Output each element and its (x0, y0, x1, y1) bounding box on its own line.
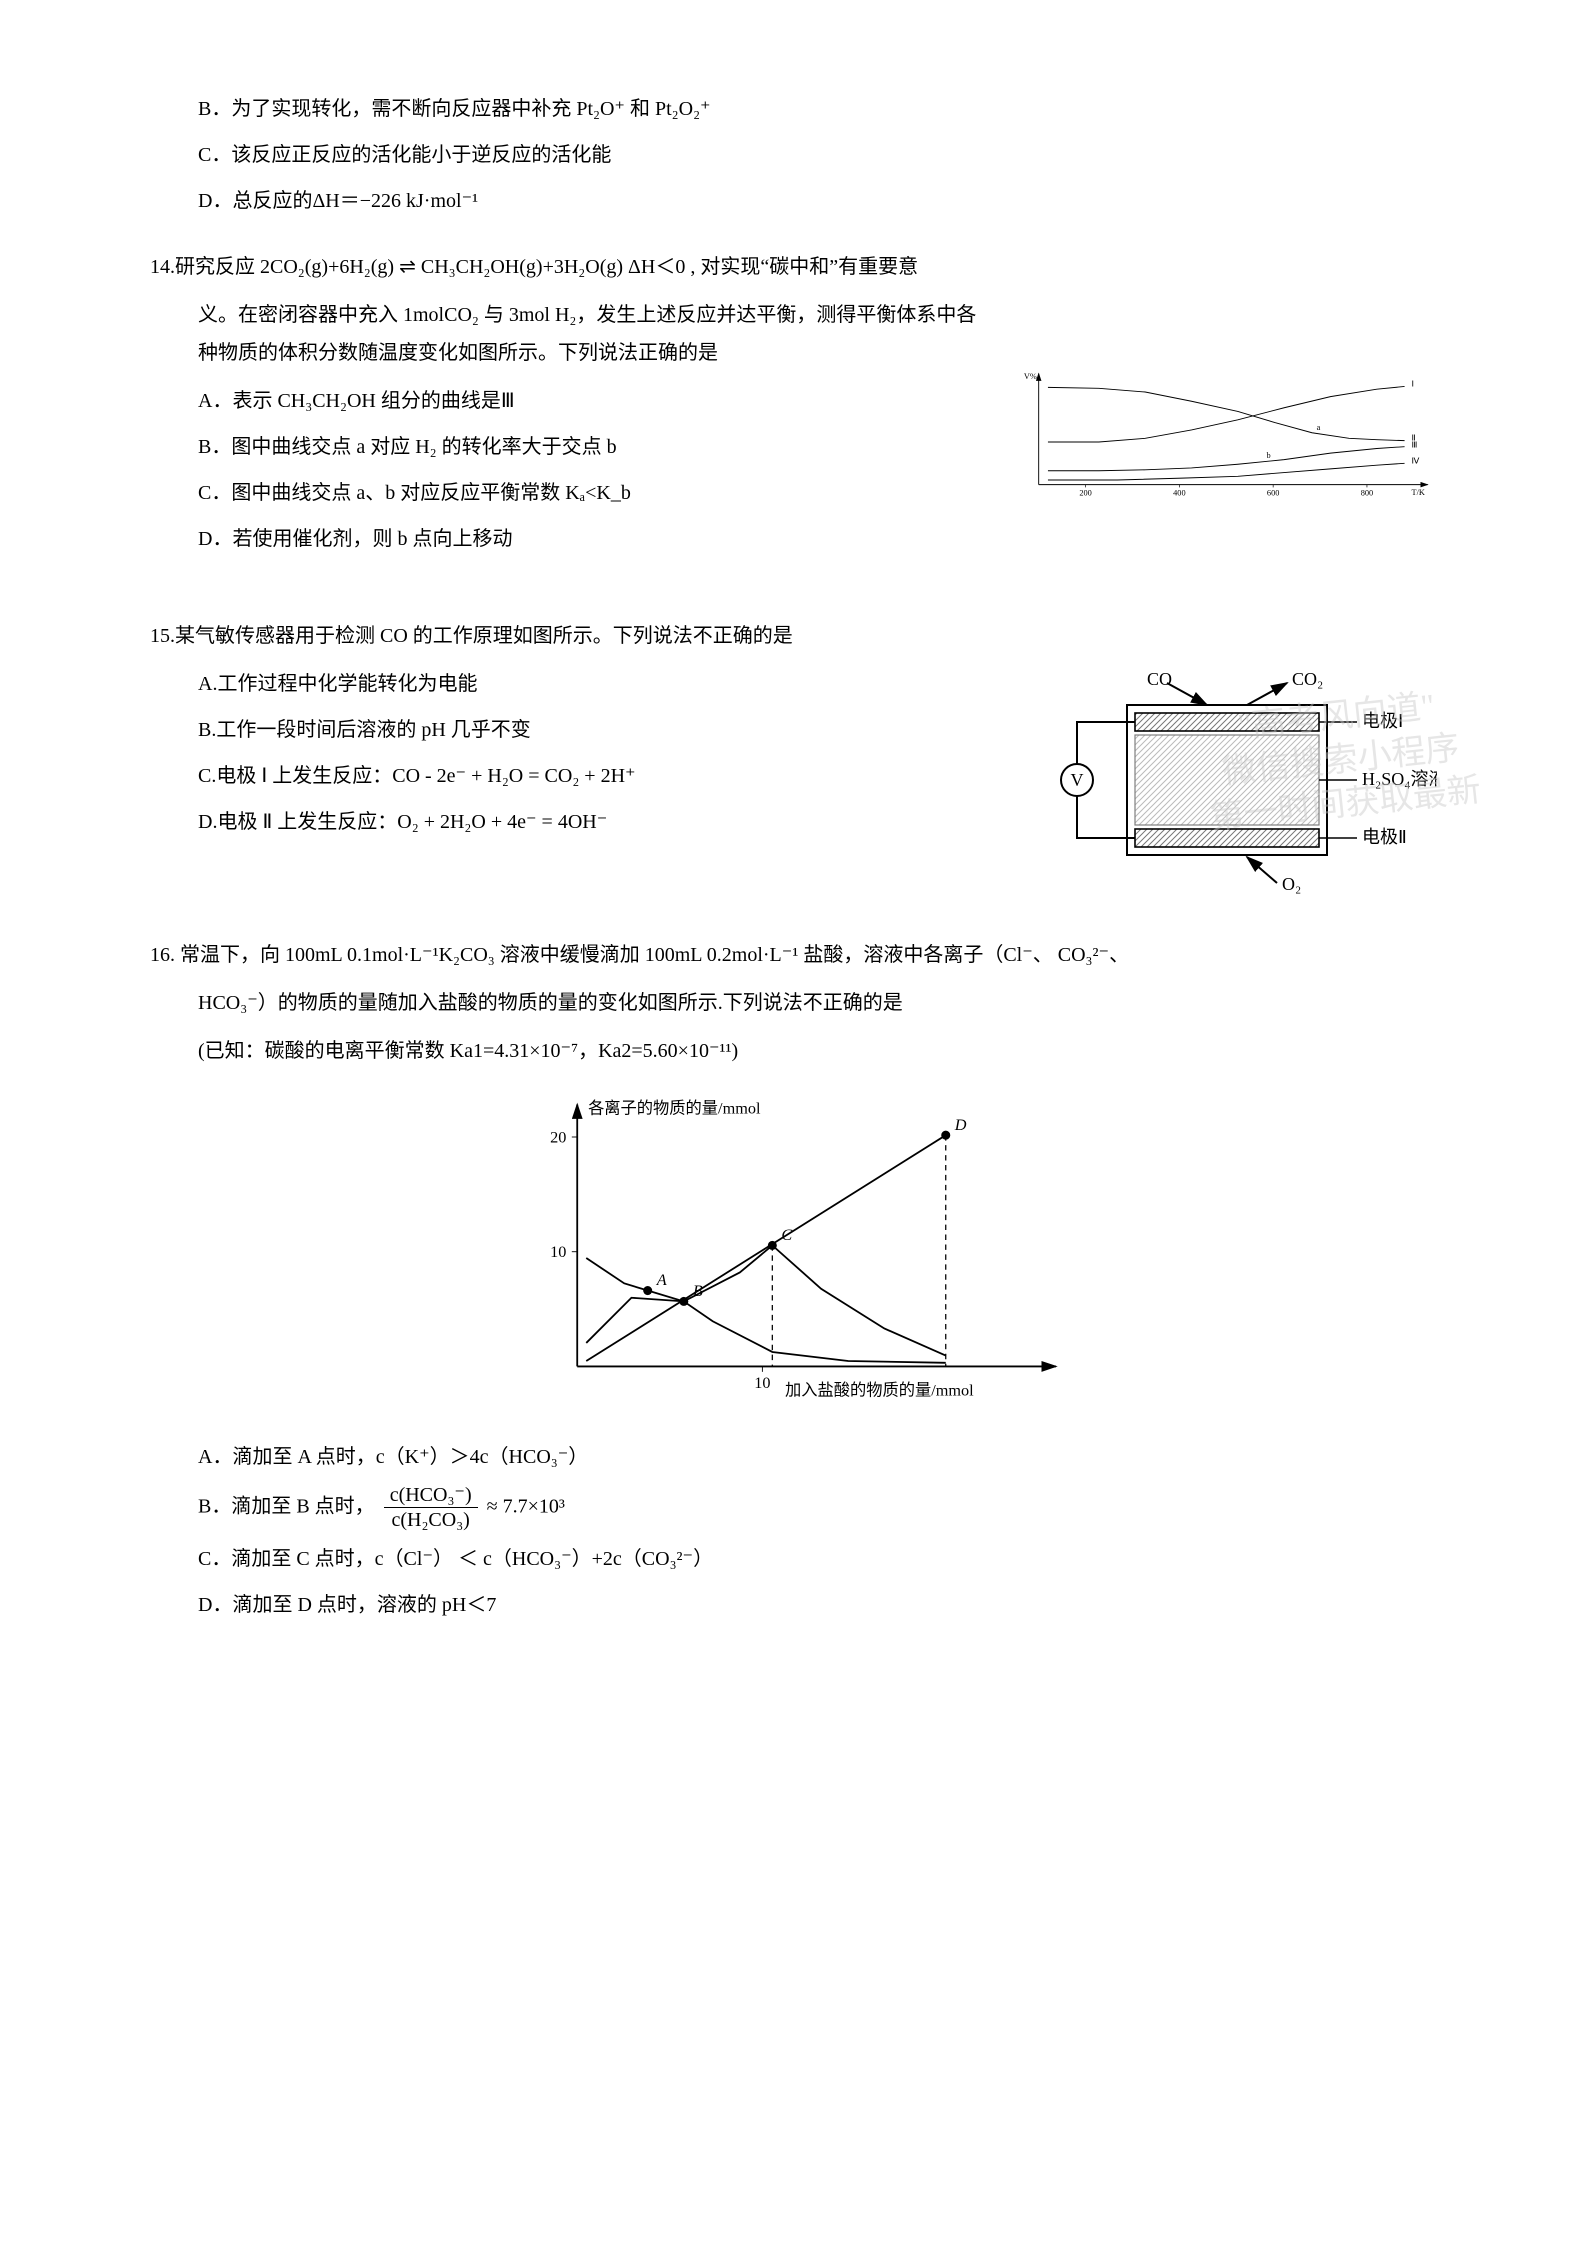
q16-option-a: A．滴加至 A 点时，c（K⁺）＞4c（HCO₃⁻） (198, 1438, 1437, 1476)
svg-text:400: 400 (1173, 489, 1186, 498)
q16-optB-den: c(H₂CO₃) (385, 1508, 475, 1532)
q14-stem-line1: 14.研究反应 2CO₂(g)+6H₂(g) ⇌ CH₃CH₂OH(g)+3H₂… (150, 248, 1437, 286)
svg-text:20: 20 (550, 1128, 566, 1146)
q15-sol-label: H₂SO₄溶液 (1362, 769, 1437, 789)
svg-text:b: b (1267, 451, 1271, 460)
q16-xlabel: 加入盐酸的物质的量/mmol (784, 1381, 973, 1399)
q16-optB-suffix: ≈ 7.7×10³ (487, 1496, 565, 1518)
svg-text:a: a (1317, 423, 1321, 432)
svg-text:D: D (953, 1116, 966, 1134)
svg-text:Ⅳ: Ⅳ (1412, 456, 1420, 465)
q14-ylabel: V% (1024, 372, 1037, 381)
q15-co-label: CO (1147, 669, 1172, 689)
svg-text:600: 600 (1267, 489, 1280, 498)
svg-text:Ⅲ: Ⅲ (1412, 441, 1418, 450)
q16-option-d: D．滴加至 D 点时，溶液的 pH＜7 (198, 1586, 1437, 1624)
q15-co2-label: CO₂ (1292, 669, 1323, 689)
q15-diagram: CO CO₂ 电极Ⅰ H₂SO₄溶液 电极Ⅱ O₂ V (1017, 665, 1437, 908)
q14-chart: V% 200400600800 T/K ⅠⅡⅢⅣ ab (997, 296, 1437, 589)
q15-option-a: A.工作过程中化学能转化为电能 (198, 665, 999, 703)
q16-stem-line2: HCO₃⁻）的物质的量随加入盐酸的物质的量的变化如图所示.下列说法不正确的是 (198, 984, 1437, 1022)
svg-text:A: A (655, 1271, 666, 1289)
q15-option-c: C.电极 Ⅰ 上发生反应：CO - 2e⁻ + H₂O = CO₂ + 2H⁺ (198, 757, 999, 795)
q15-elec1-label: 电极Ⅰ (1362, 711, 1403, 731)
q16-option-c: C．滴加至 C 点时，c（Cl⁻） ＜ c（HCO₃⁻）+2c（CO₃²⁻） (198, 1540, 1437, 1578)
q16-stem-line1: 16. 常温下，向 100mL 0.1mol·L⁻¹K₂CO₃ 溶液中缓慢滴加 … (150, 936, 1437, 974)
q16-stem-line3: (已知：碳酸的电离平衡常数 Ka1=4.31×10⁻⁷，Ka2=5.60×10⁻… (198, 1032, 1437, 1070)
q16-ylabel: 各离子的物质的量/mmol (588, 1100, 761, 1118)
q14-option-b: B．图中曲线交点 a 对应 H₂ 的转化率大于交点 b (198, 428, 979, 466)
q15-elec2-label: 电极Ⅱ (1362, 827, 1407, 847)
svg-text:Ⅰ: Ⅰ (1412, 379, 1414, 388)
q16-optB-num: c(HCO₃⁻) (384, 1484, 478, 1508)
svg-text:800: 800 (1361, 489, 1374, 498)
q13-option-b: B．为了实现转化，需不断向反应器中补充 Pt₂O⁺ 和 Pt₂O₂⁺ (198, 90, 1437, 128)
q14-stem-line2: 义。在密闭容器中充入 1molCO₂ 与 3mol H₂，发生上述反应并达平衡，… (198, 296, 979, 372)
q13-option-d: D．总反应的ΔH＝−226 kJ·mol⁻¹ (198, 182, 1437, 220)
q16-optB-prefix: B．滴加至 B 点时， (198, 1496, 375, 1518)
q16-option-b: B．滴加至 B 点时， c(HCO₃⁻) c(H₂CO₃) ≈ 7.7×10³ (198, 1484, 1437, 1532)
q14-option-a: A．表示 CH₃CH₂OH 组分的曲线是Ⅲ (198, 382, 979, 420)
q14-option-d: D．若使用催化剂，则 b 点向上移动 (198, 520, 979, 558)
svg-text:B: B (692, 1282, 702, 1300)
q15-option-d: D.电极 Ⅱ 上发生反应：O₂ + 2H₂O + 4e⁻ = 4OH⁻ (198, 803, 999, 841)
svg-text:10: 10 (550, 1243, 566, 1261)
q14-option-c: C．图中曲线交点 a、b 对应反应平衡常数 Kₐ<K_b (198, 474, 979, 512)
q13-option-c: C．该反应正反应的活化能小于逆反应的活化能 (198, 136, 1437, 174)
q15-o2-label: O₂ (1282, 874, 1301, 894)
q15-voltmeter-label: V (1071, 770, 1084, 790)
q14-xlabel: T/K (1412, 488, 1425, 497)
svg-text:10: 10 (754, 1374, 770, 1392)
svg-text:200: 200 (1079, 489, 1092, 498)
svg-text:C: C (781, 1226, 792, 1244)
q15-option-b: B.工作一段时间后溶液的 pH 几乎不变 (198, 711, 999, 749)
q15-stem: 15.某气敏传感器用于检测 CO 的工作原理如图所示。下列说法不正确的是 (150, 617, 1437, 655)
q16-chart: 各离子的物质的量/mmol 加入盐酸的物质的量/mmol 10 20 10 A B C… (150, 1084, 1437, 1414)
